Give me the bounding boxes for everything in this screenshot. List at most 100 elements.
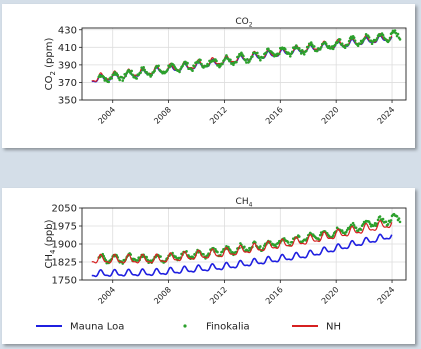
c0-xtick-label-3: 2016 bbox=[264, 105, 285, 126]
c0-point-162 bbox=[259, 58, 262, 62]
c0-point-122 bbox=[219, 64, 222, 68]
c0-ytick-label-0: 350 bbox=[58, 96, 77, 107]
c0-point-6 bbox=[103, 79, 107, 82]
c0-point-85 bbox=[182, 62, 185, 66]
c0-point-15 bbox=[112, 73, 116, 77]
c1-point-48 bbox=[145, 255, 148, 259]
c0-point-149 bbox=[246, 57, 249, 61]
c0-point-20 bbox=[117, 76, 121, 80]
c1-ytick-label-4: 2050 bbox=[52, 204, 77, 215]
c1-point-124 bbox=[221, 250, 224, 253]
legend-label: Mauna Loa bbox=[70, 322, 124, 333]
c0-point-264 bbox=[360, 41, 364, 44]
c0-point-138 bbox=[235, 60, 238, 64]
c0-point-204 bbox=[300, 48, 304, 52]
c1-point-290 bbox=[386, 223, 390, 226]
c0-point-271 bbox=[367, 36, 371, 39]
c1-point-255 bbox=[351, 221, 355, 225]
c0-point-178 bbox=[275, 54, 278, 58]
c1-point-190 bbox=[286, 241, 290, 244]
c1-point-132 bbox=[229, 249, 232, 252]
c0-point-19 bbox=[116, 73, 120, 77]
c1-point-246 bbox=[342, 231, 346, 235]
c1-point-258 bbox=[354, 226, 358, 230]
c0-point-43 bbox=[140, 66, 143, 69]
c1-point-277 bbox=[373, 222, 377, 225]
ch4-chart: CH4 CH4 (ppb) 1750 1825 1900 1975 2050 2004 2008… bbox=[36, 197, 407, 333]
c1-point-293 bbox=[389, 219, 393, 222]
c0-point-102 bbox=[199, 58, 202, 62]
c0-point-244 bbox=[340, 42, 344, 45]
series-nh bbox=[91, 220, 393, 264]
c1-xtick-label-1: 2008 bbox=[152, 285, 173, 306]
c0-point-247 bbox=[343, 46, 347, 50]
c0-point-118 bbox=[215, 59, 218, 63]
c0-point-233 bbox=[329, 47, 333, 50]
c0-point-142 bbox=[239, 54, 242, 57]
c1-point-288 bbox=[384, 220, 388, 224]
c0-point-254 bbox=[350, 37, 354, 40]
c1-ytick-label-0: 1750 bbox=[52, 276, 77, 287]
c1-xtick-label-5: 2024 bbox=[376, 285, 397, 306]
chart-title: CO2 bbox=[235, 17, 252, 29]
c0-point-298 bbox=[394, 31, 398, 35]
c1-point-52 bbox=[149, 259, 152, 262]
c0-point-223 bbox=[319, 45, 323, 49]
y-axis-label: CO2 (ppm) bbox=[44, 38, 57, 91]
c0-point-187 bbox=[284, 47, 287, 51]
c0-point-237 bbox=[333, 43, 337, 47]
chart-title: CH4 bbox=[236, 197, 253, 209]
c0-point-214 bbox=[310, 43, 314, 46]
c0-point-46 bbox=[143, 68, 146, 72]
c1-xtick-label-3: 2016 bbox=[264, 285, 285, 306]
c1-point-117 bbox=[214, 247, 217, 251]
c0-point-191 bbox=[287, 52, 291, 56]
c0-point-201 bbox=[297, 47, 301, 50]
legend-item-finokalia: Finokalia bbox=[183, 322, 250, 333]
c0-point-175 bbox=[272, 52, 275, 55]
c0-point-145 bbox=[242, 54, 245, 58]
c1-point-119 bbox=[216, 250, 219, 254]
c0-point-48 bbox=[145, 70, 148, 74]
c1-point-285 bbox=[381, 217, 385, 221]
legend-item-mauna-loa: Mauna Loa bbox=[36, 322, 124, 333]
c0-point-33 bbox=[130, 69, 133, 73]
c1-point-5 bbox=[102, 254, 106, 258]
c0-point-294 bbox=[390, 31, 394, 35]
y-axis-label: CH4 (ppb) bbox=[44, 219, 57, 268]
c0-point-130 bbox=[227, 57, 230, 61]
c0-point-159 bbox=[256, 51, 259, 55]
c1-point-265 bbox=[361, 223, 365, 226]
c0-xtick-label-0: 2004 bbox=[96, 105, 117, 126]
legend-label: NH bbox=[326, 322, 341, 333]
series-finokalia bbox=[97, 212, 402, 265]
c0-point-240 bbox=[336, 40, 340, 44]
c0-point-32 bbox=[129, 71, 132, 75]
c0-point-194 bbox=[290, 50, 294, 54]
c0-point-89 bbox=[186, 61, 189, 65]
c0-point-148 bbox=[245, 61, 248, 64]
c0-point-219 bbox=[315, 49, 319, 53]
c0-point-216 bbox=[312, 45, 316, 48]
c1-point-256 bbox=[352, 223, 356, 227]
c0-point-16 bbox=[113, 70, 117, 74]
c0-point-170 bbox=[267, 47, 270, 51]
c1-point-248 bbox=[344, 230, 348, 234]
c0-point-168 bbox=[265, 51, 268, 54]
c1-xtick-label-2: 2012 bbox=[208, 285, 229, 306]
c0-point-100 bbox=[197, 61, 200, 64]
c0-point-27 bbox=[124, 74, 127, 78]
c1-point-130 bbox=[227, 245, 230, 249]
c0-point-45 bbox=[142, 66, 145, 69]
c1-xtick-label-0: 2004 bbox=[96, 285, 117, 306]
c0-ytick-label-2: 390 bbox=[58, 60, 77, 71]
c1-ytick-label-2: 1900 bbox=[52, 240, 77, 251]
c1-line-0 bbox=[91, 233, 393, 278]
c0-point-206 bbox=[302, 52, 306, 56]
series-finokalia bbox=[97, 29, 402, 84]
c0-point-302 bbox=[398, 38, 402, 41]
c1-point-39 bbox=[136, 259, 139, 262]
c1-ytick-label-1: 1825 bbox=[52, 258, 77, 269]
legend-item-nh: NH bbox=[292, 322, 341, 333]
c0-point-193 bbox=[289, 52, 293, 56]
